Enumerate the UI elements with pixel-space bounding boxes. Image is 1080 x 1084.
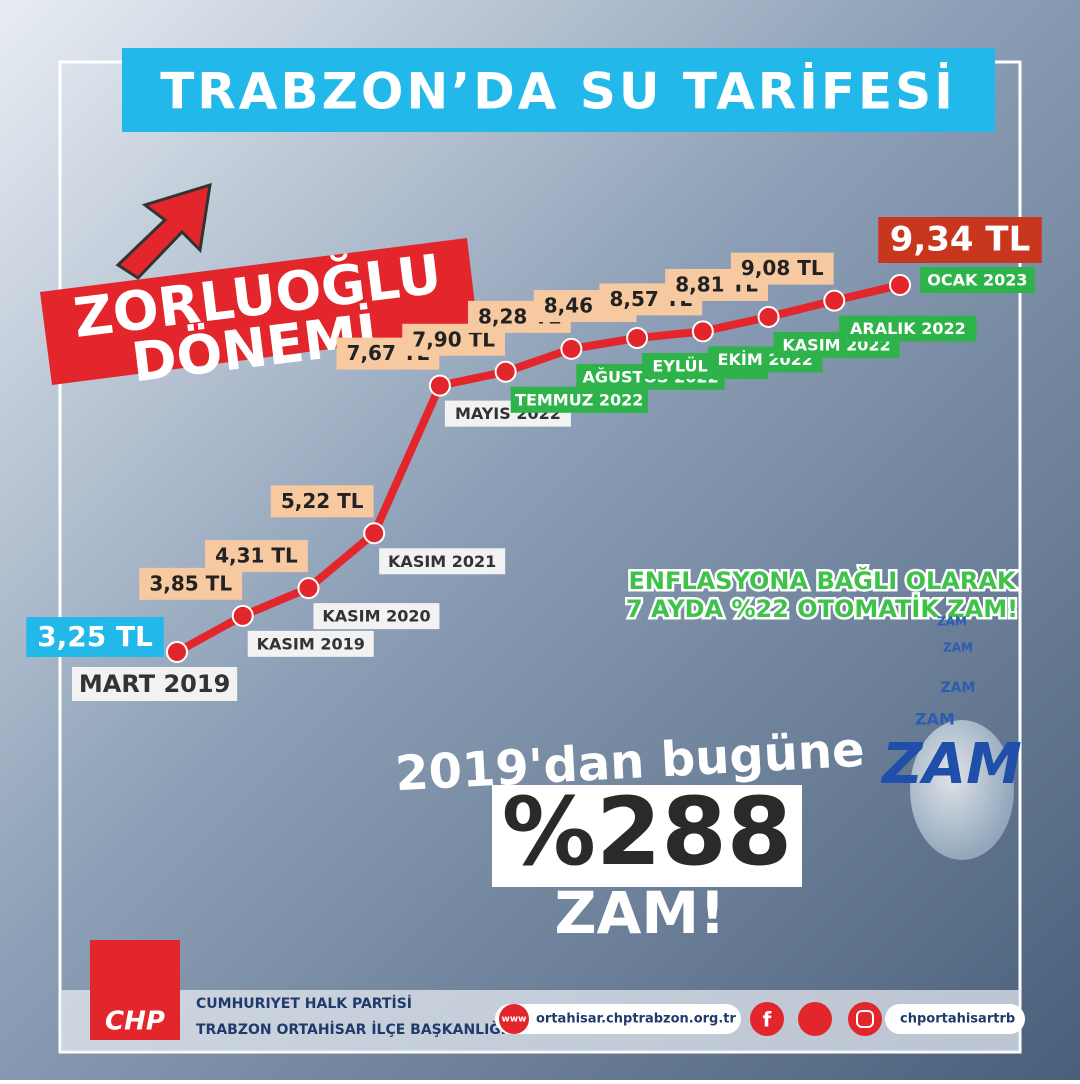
value-label-box xyxy=(205,540,308,573)
water-drop xyxy=(910,720,1014,860)
arrow-icon xyxy=(115,182,212,280)
data-point xyxy=(757,305,780,328)
data-point xyxy=(363,522,386,545)
category-label-box xyxy=(72,667,238,701)
value-label: 9,34 TL xyxy=(890,220,1031,260)
data-point xyxy=(166,641,188,663)
drop-text: ZAM xyxy=(937,615,967,629)
category-label-box xyxy=(920,267,1035,293)
drop-text: ZAM xyxy=(941,680,976,696)
data-point xyxy=(494,360,517,383)
headline-box xyxy=(492,785,802,887)
category-label: OCAK 2023 xyxy=(927,271,1027,290)
category-label-box xyxy=(313,603,440,630)
facebook-icon[interactable] xyxy=(750,1002,784,1036)
chart-title: TRABZON’DA SU TARİFESİ xyxy=(160,63,956,121)
value-label-box xyxy=(878,217,1042,263)
category-label-box xyxy=(379,548,506,575)
url-pill xyxy=(495,1004,741,1034)
url[interactable]: ortahisar.chptrabzon.org.tr xyxy=(536,1012,737,1027)
data-line xyxy=(175,281,901,656)
data-point xyxy=(560,337,583,360)
value-label: 9,08 TL xyxy=(741,256,824,280)
annotation: 7 AYDA %22 OTOMATİK ZAM! xyxy=(626,594,1018,623)
data-point xyxy=(889,274,911,296)
headline-number: %288 xyxy=(502,778,792,887)
category-label-box xyxy=(510,386,648,413)
drop-text: ZAM xyxy=(943,641,973,655)
org-name: TRABZON ORTAHİSAR İLÇE BAŞKANLIĞI xyxy=(196,1020,506,1038)
logo-text: CHP xyxy=(105,1007,165,1037)
annotation: ENFLASYONA BAĞLI OLARAK xyxy=(628,565,1016,595)
data-point xyxy=(691,320,714,343)
value-label-box xyxy=(270,485,374,518)
instagram-icon[interactable] xyxy=(848,1002,882,1036)
value-label: 5,22 TL xyxy=(281,489,364,513)
data-point xyxy=(231,604,254,627)
title-banner xyxy=(122,48,995,132)
www-text: www xyxy=(502,1015,527,1025)
value-label-box xyxy=(26,617,164,657)
drop-text: ZAM xyxy=(915,710,955,729)
logo xyxy=(90,940,180,1040)
org-name: CUMHURIYET HALK PARTİSİ xyxy=(196,995,412,1012)
value-label: 3,25 TL xyxy=(37,620,153,653)
data-point xyxy=(823,289,846,312)
value-label: 3,85 TL xyxy=(149,571,232,595)
category-label-box xyxy=(247,630,374,657)
category-label: KASIM 2021 xyxy=(388,552,496,571)
category-label: ARALIK 2022 xyxy=(850,319,966,338)
category-label-box xyxy=(839,315,977,342)
twitter-icon[interactable] xyxy=(798,1002,832,1036)
handle[interactable]: chportahisartrb xyxy=(900,1012,1015,1027)
headline: ZAM! xyxy=(554,879,725,947)
value-label-box xyxy=(139,567,243,600)
category-label: MART 2019 xyxy=(79,670,230,698)
category-label: KASIM 2020 xyxy=(322,607,430,626)
plot: 3,25 TL MART 2019 3,85 TL KASIM 2019 4,31 TL… xyxy=(26,217,1042,701)
period-banner xyxy=(40,238,478,385)
value-label-box xyxy=(730,252,834,285)
data-point xyxy=(626,327,649,350)
data-point xyxy=(428,374,451,397)
drop-text-large: ZAM xyxy=(880,732,1022,797)
facebook-glyph: f xyxy=(763,1008,772,1032)
www-icon xyxy=(499,1004,529,1034)
value-label: 4,31 TL xyxy=(215,544,298,568)
instagram-glyph xyxy=(856,1010,874,1028)
data-point xyxy=(297,577,320,600)
category-label: KASIM 2019 xyxy=(257,634,365,653)
handle-pill xyxy=(885,1004,1025,1034)
category-label: TEMMUZ 2022 xyxy=(515,390,643,409)
